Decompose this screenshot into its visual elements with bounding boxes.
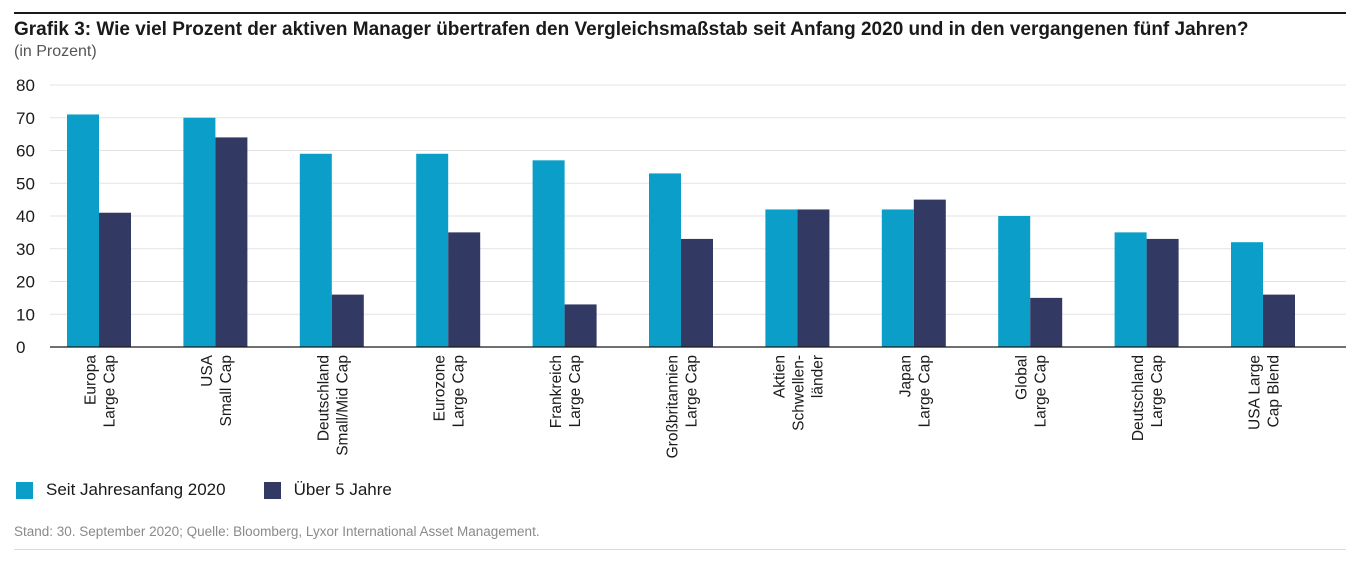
chart-title-lead: Grafik 3: [14, 19, 92, 40]
bar-series1 [649, 173, 681, 347]
bar-series1 [183, 117, 216, 347]
x-tick-label: Small Cap [218, 355, 235, 427]
bar-series2 [797, 209, 830, 347]
chart-title-text: Wie viel Prozent der aktiven Manager übe… [96, 19, 1249, 40]
x-tick-label: USA [199, 354, 216, 387]
x-tick-label: Cap Blend [1266, 355, 1283, 427]
top-rule [14, 12, 1346, 14]
y-tick-label: 10 [16, 305, 35, 324]
x-tick-label: Small/Mid Cap [334, 355, 351, 456]
x-tick-label: länder [809, 355, 826, 398]
x-tick-label: Europa [83, 355, 100, 405]
bar-series1 [1231, 242, 1263, 347]
y-tick-label: 0 [16, 338, 25, 357]
bar-series2 [448, 232, 481, 347]
bar-series2 [215, 137, 248, 347]
chart-title: Grafik 3: Wie viel Prozent der aktiven M… [14, 19, 1248, 41]
legend: Seit Jahresanfang 2020 Über 5 Jahre [16, 480, 430, 500]
bar-series2 [681, 238, 713, 347]
y-tick-label: 70 [16, 109, 35, 128]
y-tick-label: 40 [16, 207, 35, 226]
legend-label-series2: Über 5 Jahre [293, 480, 392, 499]
bar-series2 [99, 212, 131, 347]
y-tick-label: 60 [16, 142, 35, 161]
bar-series1 [998, 216, 1031, 347]
x-tick-label: Large Cap [1149, 355, 1166, 427]
x-tick-label: Deutschland [1130, 355, 1147, 441]
bar-series2 [1030, 297, 1063, 347]
chart-subtitle: (in Prozent) [14, 43, 97, 60]
bar-series1 [532, 160, 565, 347]
x-tick-label: Large Cap [102, 355, 119, 427]
bar-series1 [416, 153, 449, 347]
bar-series2 [331, 294, 364, 347]
y-tick-label: 30 [16, 240, 35, 259]
source-footnote: Stand: 30. September 2020; Quelle: Bloom… [14, 524, 540, 539]
bar-series2 [564, 304, 597, 347]
bar-series1 [1114, 232, 1147, 347]
bar-series2 [913, 199, 946, 347]
legend-item-series1: Seit Jahresanfang 2020 [16, 480, 226, 500]
bar-series1 [299, 153, 332, 347]
y-tick-label: 80 [16, 76, 35, 95]
legend-label-series1: Seit Jahresanfang 2020 [46, 480, 226, 499]
x-tick-label: Aktien [771, 355, 788, 398]
bar-series1 [881, 209, 914, 347]
x-tick-label: Eurozone [432, 355, 449, 421]
x-tick-label: USA Large [1247, 355, 1264, 430]
bar-series2 [1146, 238, 1179, 347]
x-tick-label: Frankreich [548, 355, 565, 428]
legend-item-series2: Über 5 Jahre [263, 480, 392, 500]
bar-series1 [67, 114, 99, 347]
x-tick-label: Large Cap [684, 355, 701, 427]
x-tick-label: Schwellen- [790, 355, 807, 431]
legend-swatch-series2 [263, 481, 281, 499]
x-tick-label: Large Cap [567, 355, 584, 427]
x-tick-label: Large Cap [451, 355, 468, 427]
x-tick-label: Großbritannien [665, 355, 682, 458]
x-tick-label: Large Cap [1033, 355, 1050, 427]
bar-series2 [1263, 294, 1295, 347]
x-tick-label: Japan [897, 355, 914, 397]
bar-series1 [765, 209, 798, 347]
legend-swatch-series1 [16, 481, 33, 499]
y-tick-label: 50 [16, 174, 35, 193]
bottom-rule [14, 549, 1346, 550]
x-tick-label: Deutschland [315, 355, 332, 441]
x-tick-label: Large Cap [916, 355, 933, 427]
x-tick-label: Global [1014, 355, 1031, 400]
y-tick-label: 20 [16, 273, 35, 292]
